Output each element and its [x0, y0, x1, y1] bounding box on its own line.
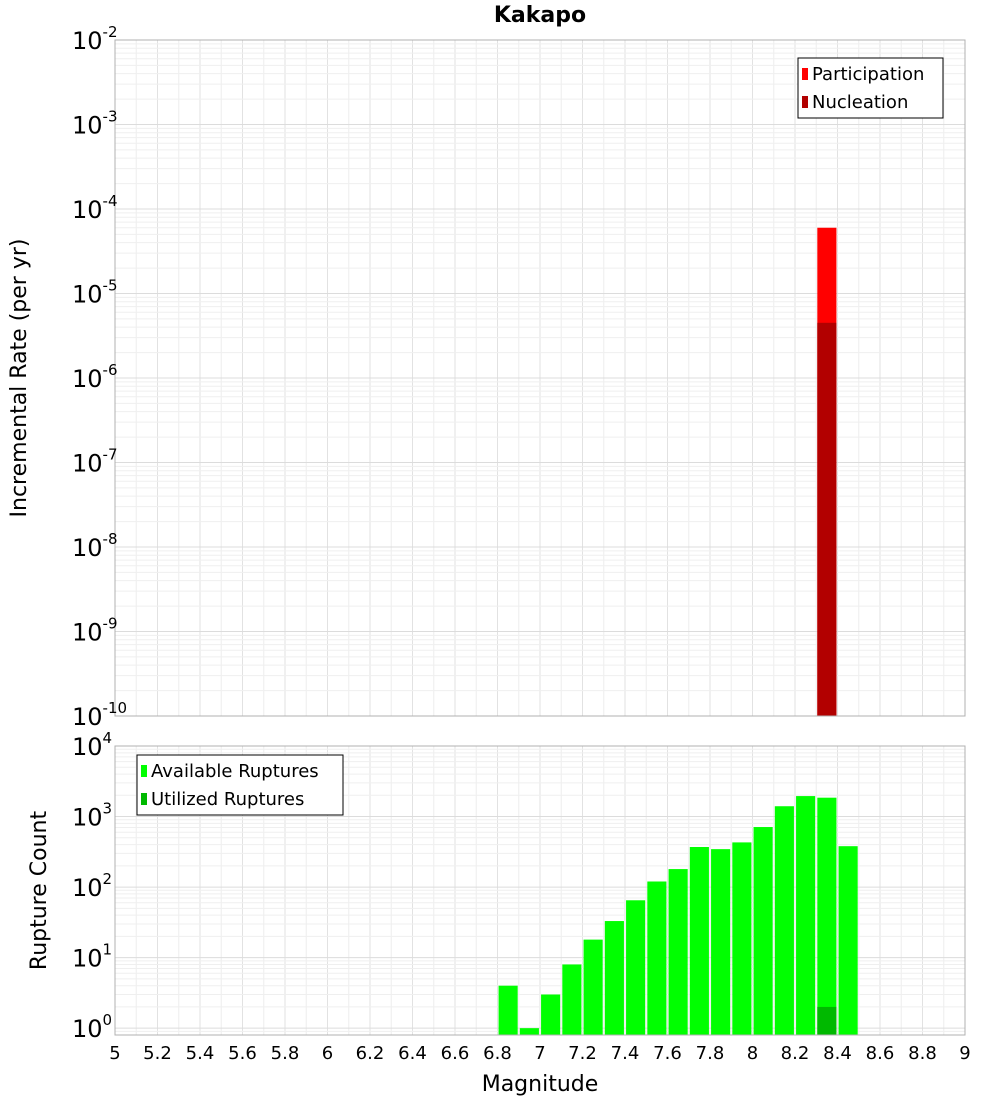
x-tick-label: 8.8 — [908, 1043, 937, 1064]
y-tick-label: 10-10 — [72, 699, 127, 731]
y-tick-label: 104 — [72, 729, 112, 761]
legend-label: Available Ruptures — [151, 761, 319, 782]
y-tick-label: 100 — [72, 1011, 112, 1043]
x-tick-label: 6.4 — [398, 1043, 427, 1064]
bar — [668, 869, 688, 1035]
x-tick-label: 8.4 — [823, 1043, 852, 1064]
plot-panel-2: 100 101 102 103 104 Rupture Count 5 5.2 5.4 5.6 5.… — [27, 729, 971, 1097]
bar — [774, 806, 794, 1035]
x-tick-label: 6.8 — [483, 1043, 512, 1064]
bar — [817, 797, 837, 1035]
legend-swatch — [141, 793, 147, 805]
y-tick-label: 103 — [72, 800, 112, 832]
series-nucleation — [817, 322, 837, 716]
x-tick-label: 5.4 — [186, 1043, 215, 1064]
y-tick-label: 10-4 — [72, 192, 118, 224]
x-tick-label: 5 — [109, 1043, 120, 1064]
x-tick-label: 8 — [747, 1043, 758, 1064]
x-tick-label: 5.8 — [271, 1043, 300, 1064]
x-tick-label: 6 — [322, 1043, 333, 1064]
x-tick-labels: 5 5.2 5.4 5.6 5.8 6 6.2 6.4 6.6 6.8 7 7.2 7.4 7.6 7.8 8… — [109, 1043, 970, 1064]
x-tick-label: 5.2 — [143, 1043, 172, 1064]
legend-swatch — [802, 96, 808, 108]
y-tick-label: 101 — [72, 941, 112, 973]
bar — [519, 1028, 539, 1035]
x-tick-label: 6.6 — [441, 1043, 470, 1064]
series-available-ruptures — [498, 796, 858, 1035]
legend-box — [797, 57, 944, 119]
y-tick-label: 102 — [72, 870, 112, 902]
y-tick-label: 10-2 — [72, 23, 118, 55]
x-tick-label: 7.6 — [653, 1043, 682, 1064]
x-tick-label: 6.2 — [356, 1043, 385, 1064]
y-tick-label: 10-5 — [72, 277, 118, 309]
bar — [583, 939, 603, 1035]
bar — [817, 1006, 837, 1035]
y-tick-label: 10-3 — [72, 108, 118, 140]
legend: Participation Nucleation — [797, 57, 944, 119]
bar — [541, 994, 561, 1035]
x-tick-label: 7.4 — [611, 1043, 640, 1064]
bar — [498, 985, 518, 1035]
bar — [753, 827, 773, 1035]
x-tick-label: 7.8 — [696, 1043, 725, 1064]
bar — [689, 847, 709, 1035]
x-tick-label: 7.2 — [568, 1043, 597, 1064]
y-tick-label: 10-6 — [72, 361, 118, 393]
legend: Available Ruptures Utilized Ruptures — [136, 754, 344, 816]
y-tick-labels: 10-10 10-9 10-8 10-7 10-6 10-5 10-4 10-3 10-2 — [72, 23, 127, 731]
y-tick-label: 10-7 — [72, 446, 118, 478]
plot-frame — [114, 39, 966, 717]
legend-swatch — [802, 68, 808, 80]
x-tick-label: 5.6 — [228, 1043, 257, 1064]
series-utilized-ruptures — [817, 1006, 837, 1035]
bar — [626, 900, 646, 1035]
bar — [711, 849, 731, 1035]
y-tick-label: 10-8 — [72, 530, 118, 562]
legend-label: Nucleation — [812, 92, 908, 113]
bar — [647, 881, 667, 1035]
y-tick-labels: 100 101 102 103 104 — [72, 729, 112, 1043]
bar — [838, 846, 858, 1035]
bar — [604, 921, 624, 1035]
x-tick-label: 9 — [959, 1043, 970, 1064]
legend-label: Utilized Ruptures — [151, 789, 304, 810]
plot-panel-1: 10-10 10-9 10-8 10-7 10-6 10-5 10-4 10-3 10-2 Inc… — [7, 3, 966, 731]
bar — [817, 322, 837, 716]
chart-title: Kakapo — [494, 3, 586, 28]
y-axis-label: Rupture Count — [27, 811, 52, 971]
x-axis-label: Magnitude — [482, 1072, 599, 1097]
bar — [796, 796, 816, 1035]
plot-frame — [114, 745, 966, 1036]
legend-swatch — [141, 765, 147, 777]
legend-label: Participation — [812, 64, 924, 85]
legend-box — [136, 754, 344, 816]
x-tick-label: 8.6 — [866, 1043, 895, 1064]
y-axis-label: Incremental Rate (per yr) — [7, 239, 32, 518]
x-tick-label: 7 — [534, 1043, 545, 1064]
x-tick-label: 8.2 — [781, 1043, 810, 1064]
y-tick-label: 10-9 — [72, 615, 118, 647]
bar — [562, 964, 582, 1035]
bar — [732, 842, 752, 1035]
